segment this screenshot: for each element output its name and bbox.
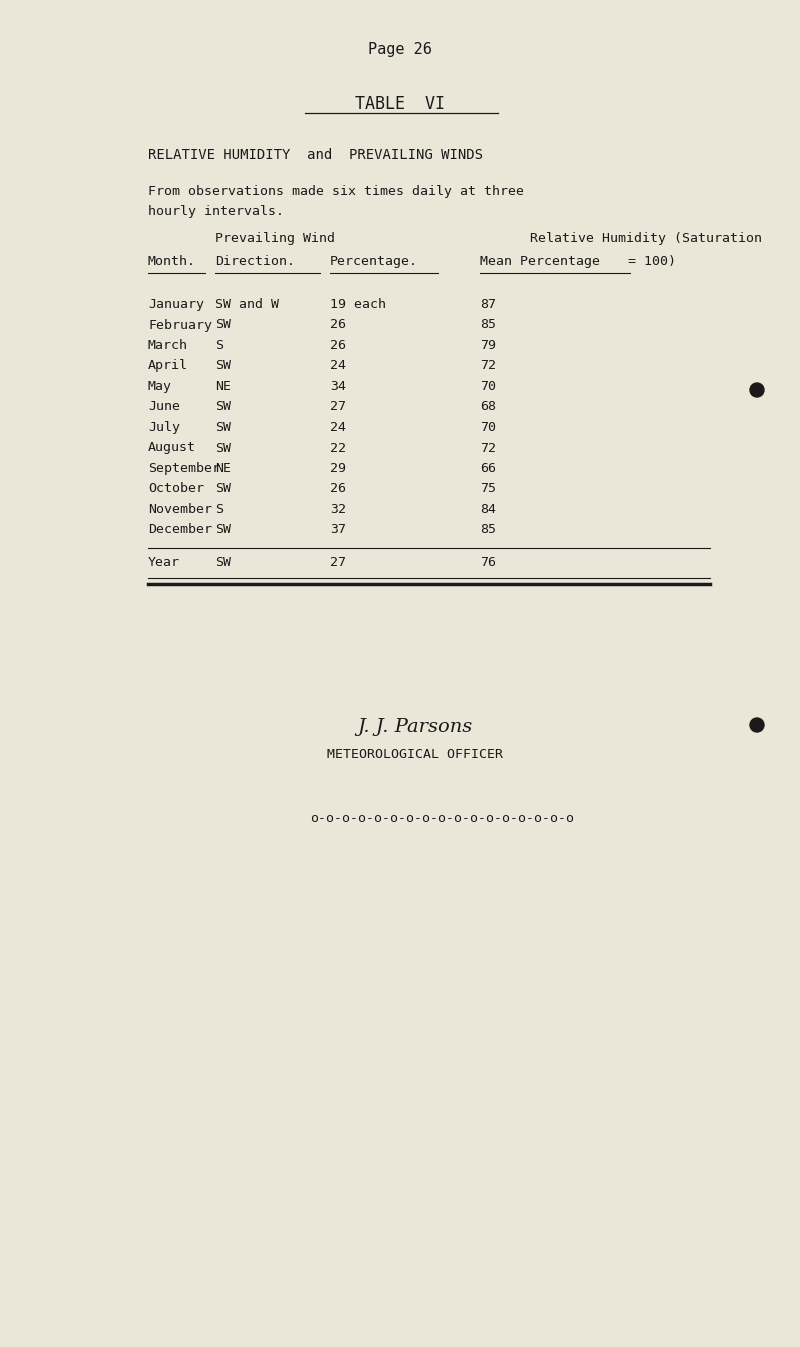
Text: SW: SW bbox=[215, 556, 231, 568]
Circle shape bbox=[750, 383, 764, 397]
Text: December: December bbox=[148, 524, 212, 536]
Text: 26: 26 bbox=[330, 339, 346, 352]
Text: Relative Humidity (Saturation: Relative Humidity (Saturation bbox=[530, 232, 762, 245]
Text: 26: 26 bbox=[330, 482, 346, 496]
Text: 75: 75 bbox=[480, 482, 496, 496]
Text: July: July bbox=[148, 422, 180, 434]
Text: From observations made six times daily at three: From observations made six times daily a… bbox=[148, 185, 524, 198]
Text: SW: SW bbox=[215, 318, 231, 331]
Text: 19 each: 19 each bbox=[330, 298, 386, 311]
Text: 66: 66 bbox=[480, 462, 496, 475]
Text: SW: SW bbox=[215, 524, 231, 536]
Text: 29: 29 bbox=[330, 462, 346, 475]
Text: 70: 70 bbox=[480, 380, 496, 393]
Text: 84: 84 bbox=[480, 502, 496, 516]
Text: 79: 79 bbox=[480, 339, 496, 352]
Text: J. J. Parsons: J. J. Parsons bbox=[358, 718, 473, 735]
Text: Year: Year bbox=[148, 556, 180, 568]
Text: RELATIVE HUMIDITY  and  PREVAILING WINDS: RELATIVE HUMIDITY and PREVAILING WINDS bbox=[148, 148, 483, 162]
Text: 87: 87 bbox=[480, 298, 496, 311]
Text: NE: NE bbox=[215, 462, 231, 475]
Text: 68: 68 bbox=[480, 400, 496, 414]
Text: SW: SW bbox=[215, 442, 231, 454]
Text: 24: 24 bbox=[330, 422, 346, 434]
Text: TABLE  VI: TABLE VI bbox=[355, 96, 445, 113]
Text: S: S bbox=[215, 502, 223, 516]
Text: September: September bbox=[148, 462, 220, 475]
Text: o-o-o-o-o-o-o-o-o-o-o-o-o-o-o-o-o: o-o-o-o-o-o-o-o-o-o-o-o-o-o-o-o-o bbox=[310, 812, 574, 824]
Text: February: February bbox=[148, 318, 212, 331]
Text: 24: 24 bbox=[330, 360, 346, 373]
Text: SW: SW bbox=[215, 482, 231, 496]
Text: Page 26: Page 26 bbox=[368, 42, 432, 57]
Text: 27: 27 bbox=[330, 400, 346, 414]
Text: NE: NE bbox=[215, 380, 231, 393]
Text: 22: 22 bbox=[330, 442, 346, 454]
Text: 85: 85 bbox=[480, 524, 496, 536]
Text: April: April bbox=[148, 360, 188, 373]
Text: METEOROLOGICAL OFFICER: METEOROLOGICAL OFFICER bbox=[327, 748, 503, 761]
Text: March: March bbox=[148, 339, 188, 352]
Text: Month.: Month. bbox=[148, 255, 196, 268]
Text: August: August bbox=[148, 442, 196, 454]
Text: 85: 85 bbox=[480, 318, 496, 331]
Text: Prevailing Wind: Prevailing Wind bbox=[215, 232, 335, 245]
Text: October: October bbox=[148, 482, 204, 496]
Text: SW and W: SW and W bbox=[215, 298, 279, 311]
Text: = 100): = 100) bbox=[628, 255, 676, 268]
Text: Percentage.: Percentage. bbox=[330, 255, 418, 268]
Text: SW: SW bbox=[215, 360, 231, 373]
Text: November: November bbox=[148, 502, 212, 516]
Circle shape bbox=[750, 718, 764, 731]
Text: May: May bbox=[148, 380, 172, 393]
Text: Mean Percentage: Mean Percentage bbox=[480, 255, 600, 268]
Text: June: June bbox=[148, 400, 180, 414]
Text: 34: 34 bbox=[330, 380, 346, 393]
Text: 37: 37 bbox=[330, 524, 346, 536]
Text: 72: 72 bbox=[480, 360, 496, 373]
Text: 72: 72 bbox=[480, 442, 496, 454]
Text: S: S bbox=[215, 339, 223, 352]
Text: SW: SW bbox=[215, 400, 231, 414]
Text: January: January bbox=[148, 298, 204, 311]
Text: Direction.: Direction. bbox=[215, 255, 295, 268]
Text: 27: 27 bbox=[330, 556, 346, 568]
Text: hourly intervals.: hourly intervals. bbox=[148, 205, 284, 218]
Text: 70: 70 bbox=[480, 422, 496, 434]
Text: 76: 76 bbox=[480, 556, 496, 568]
Text: 32: 32 bbox=[330, 502, 346, 516]
Text: SW: SW bbox=[215, 422, 231, 434]
Text: 26: 26 bbox=[330, 318, 346, 331]
